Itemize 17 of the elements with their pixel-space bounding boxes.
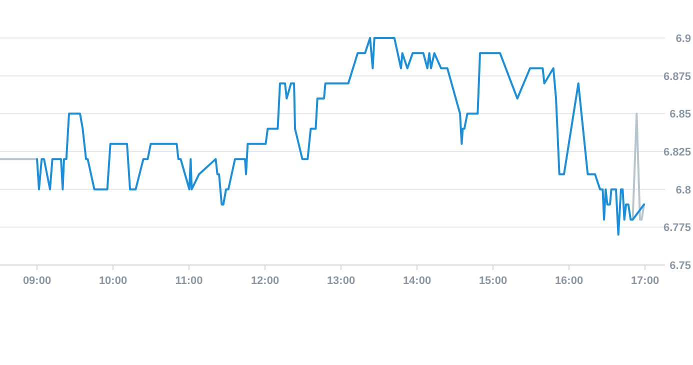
x-tick-label: 10:00: [98, 275, 128, 287]
y-tick-label: 6.825: [663, 146, 691, 158]
line-series: [36, 37, 646, 236]
x-tick-label: 16:00: [554, 275, 584, 287]
x-tick-label: 17:00: [630, 275, 660, 287]
x-tick-label: 11:00: [175, 275, 203, 287]
y-tick-label: 6.75: [670, 260, 691, 272]
x-tick-label: 15:00: [478, 275, 508, 287]
y-tick-label: 6.875: [663, 70, 691, 83]
y-tick-label: 6.8: [676, 184, 691, 196]
x-tick-label: 12:00: [250, 275, 280, 287]
y-tick-label: 6.9: [676, 33, 691, 45]
x-tick-label: 14:00: [402, 275, 432, 287]
x-tick-label: 13:00: [326, 275, 356, 287]
x-tick-label: 09:00: [22, 275, 52, 287]
y-tick-label: 6.775: [663, 222, 691, 234]
y-tick-label: 6.85: [670, 108, 691, 121]
